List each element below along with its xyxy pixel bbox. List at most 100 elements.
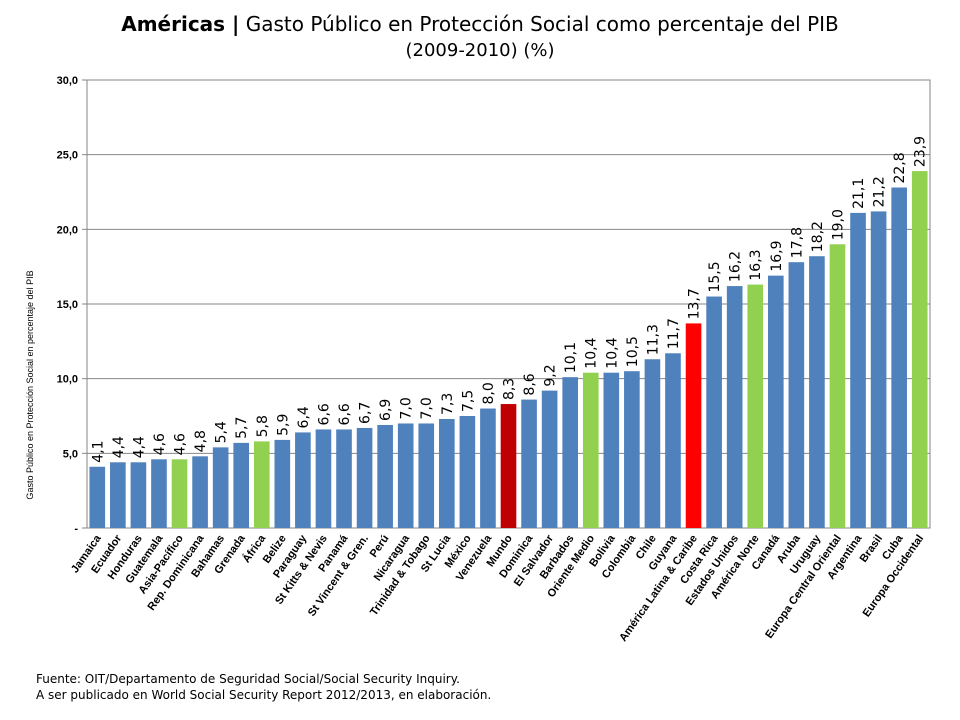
y-tick-label: 30,0 <box>57 75 78 87</box>
value-label: 16,2 <box>728 251 744 282</box>
bar <box>439 418 455 528</box>
value-label: 15,5 <box>707 261 723 292</box>
bar <box>212 447 229 528</box>
bar <box>726 286 743 528</box>
value-label: 4,4 <box>111 436 127 458</box>
value-label: 10,4 <box>604 337 620 368</box>
value-label: 5,8 <box>255 415 271 437</box>
value-label: 4,1 <box>90 441 106 463</box>
bar <box>336 429 352 528</box>
category-labels: JamaicaEcuadorHondurasGuatemalaAsia-Pací… <box>69 532 926 644</box>
value-label: 23,9 <box>913 136 929 167</box>
bar <box>521 399 537 528</box>
bar <box>110 462 126 528</box>
value-label: 6,9 <box>378 399 394 421</box>
value-label: 8,6 <box>522 373 538 395</box>
value-label: 10,5 <box>625 336 641 367</box>
value-label: 22,8 <box>892 152 908 183</box>
value-label: 5,7 <box>234 417 250 439</box>
value-label: 4,8 <box>193 430 209 452</box>
value-label: 6,4 <box>296 406 312 428</box>
bars <box>89 171 928 529</box>
value-label: 16,3 <box>748 249 764 280</box>
bar <box>89 466 106 528</box>
value-label: 19,0 <box>830 209 846 240</box>
bar <box>397 423 414 528</box>
value-labels: 4,1 4,4 4,4 4,6 4,6 4,8 5,4 5,7 5,8 5,9 6,4 6,6 6,6 6… <box>90 136 928 463</box>
bar <box>788 262 805 528</box>
value-label: 13,7 <box>687 288 703 319</box>
y-tick-label: - <box>74 523 78 535</box>
value-label: 6,6 <box>316 403 332 425</box>
bar <box>850 212 866 528</box>
bar <box>151 459 167 528</box>
bar <box>747 284 764 528</box>
y-tick-label: 10,0 <box>57 374 78 386</box>
value-label: 5,9 <box>275 414 291 436</box>
value-label: 18,2 <box>810 221 826 252</box>
bar <box>911 171 928 529</box>
chart-title: Américas | Gasto Público en Protección S… <box>0 10 960 64</box>
value-label: 10,1 <box>563 342 579 373</box>
bar <box>295 432 311 528</box>
value-label: 8,3 <box>502 378 518 400</box>
bar <box>418 423 435 528</box>
title-rest: Gasto Público en Protección Social como … <box>245 12 839 36</box>
bar <box>541 390 558 528</box>
y-axis-label: Gasto Público en Protección Social en pe… <box>25 270 35 499</box>
source-line-1: Fuente: OIT/Departamento de Seguridad So… <box>36 672 460 686</box>
bar-chart: - 5,0 10,0 15,0 20,0 25,0 30,0 4,1 4,4 4,4 4,6 4,6… <box>25 75 931 644</box>
title-subtitle: (2009-2010) (%) <box>405 40 555 61</box>
bar <box>562 377 578 528</box>
bar <box>480 408 496 528</box>
value-label: 7,0 <box>399 397 415 419</box>
bar <box>274 439 291 528</box>
value-label: 10,4 <box>584 337 600 368</box>
bar <box>253 441 270 528</box>
title-bold: Américas | <box>121 12 240 36</box>
bar <box>665 353 681 528</box>
value-label: 8,0 <box>481 382 497 404</box>
bar <box>624 371 640 528</box>
value-label: 4,4 <box>131 436 147 458</box>
value-label: 11,3 <box>645 324 661 355</box>
value-label: 6,7 <box>358 402 374 424</box>
value-label: 11,7 <box>666 318 682 349</box>
value-label: 4,6 <box>173 433 189 455</box>
y-tick-label: 5,0 <box>63 448 78 460</box>
y-tick-label: 15,0 <box>57 299 78 311</box>
bar <box>767 275 784 528</box>
bar <box>377 424 393 528</box>
bar <box>706 296 722 528</box>
bar <box>233 442 250 528</box>
bar <box>644 359 661 528</box>
bar <box>130 462 147 528</box>
bar <box>685 323 702 528</box>
y-tick-label: 25,0 <box>57 150 78 162</box>
value-label: 21,2 <box>872 176 888 207</box>
y-tick-labels: - 5,0 10,0 15,0 20,0 25,0 30,0 <box>57 75 79 535</box>
value-label: 16,9 <box>769 240 785 271</box>
value-label: 7,0 <box>419 397 435 419</box>
value-label: 6,6 <box>337 403 353 425</box>
bar <box>459 416 476 528</box>
title-line-1: Américas | Gasto Público en Protección S… <box>0 10 960 38</box>
category-label: Brasil <box>858 533 885 565</box>
bar <box>315 429 332 528</box>
value-label: 7,3 <box>440 393 456 415</box>
bar <box>829 244 846 528</box>
source-note: Fuente: OIT/Departamento de Seguridad So… <box>36 671 491 703</box>
source-line-2: A ser publicado en World Social Security… <box>36 688 492 702</box>
value-label: 5,4 <box>214 421 230 443</box>
bar <box>582 372 599 528</box>
y-tick-label: 20,0 <box>57 224 78 236</box>
bar <box>809 256 825 528</box>
bar <box>891 187 907 528</box>
bar <box>603 372 620 528</box>
bar <box>356 427 373 528</box>
bar <box>192 456 208 528</box>
bar <box>870 211 887 528</box>
bar <box>171 459 188 528</box>
value-label: 9,2 <box>543 364 559 386</box>
value-label: 7,5 <box>460 390 476 412</box>
